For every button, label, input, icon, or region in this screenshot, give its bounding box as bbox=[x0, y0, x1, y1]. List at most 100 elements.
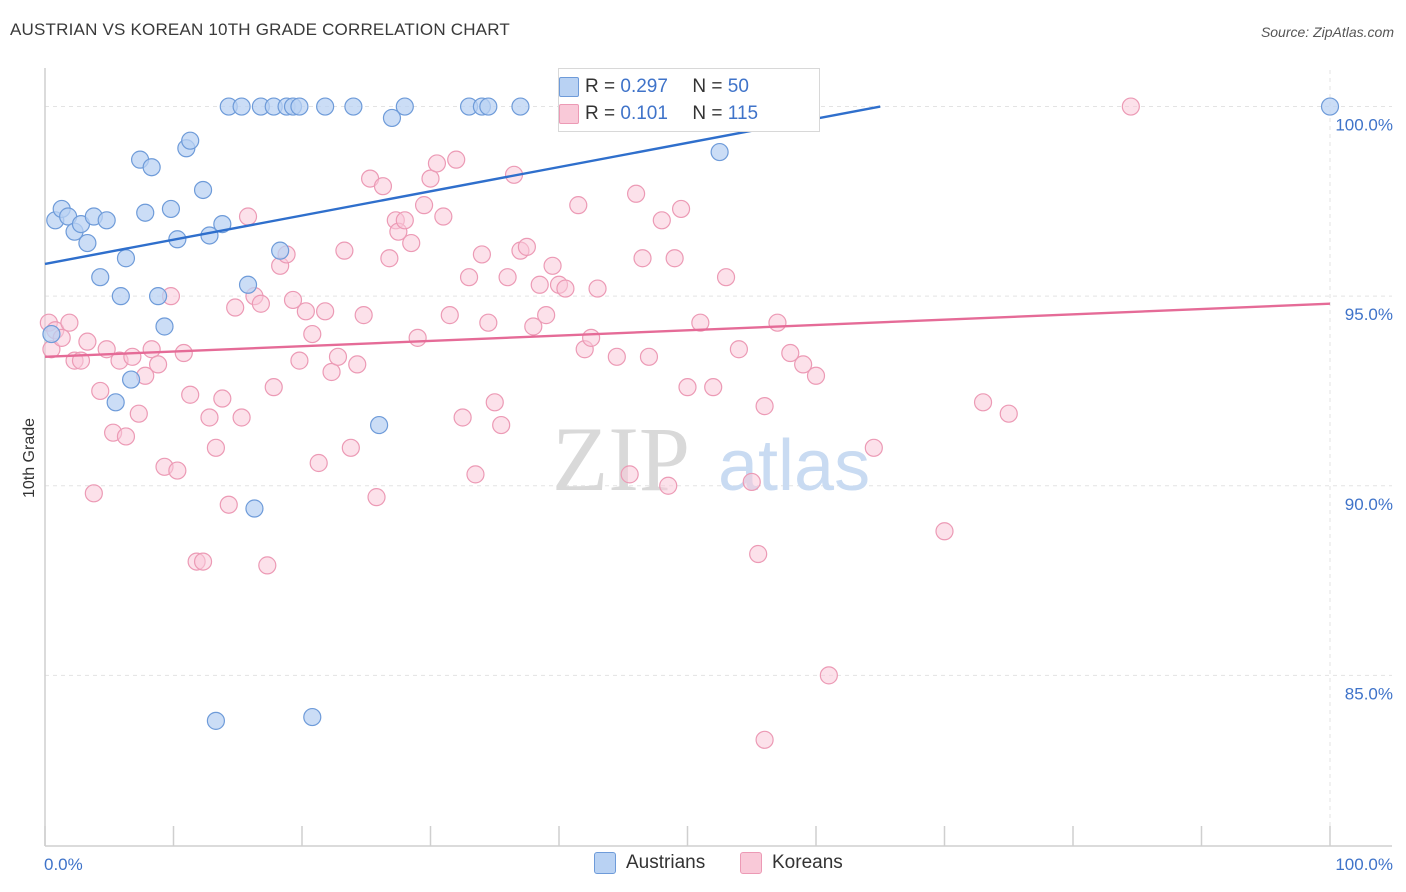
korean-point bbox=[678, 378, 697, 397]
austrians-n-label: N = bbox=[692, 76, 723, 97]
korean-point bbox=[226, 298, 245, 317]
austrian-point bbox=[155, 317, 174, 336]
watermark-atlas: atlas bbox=[718, 426, 870, 506]
korean-point bbox=[193, 552, 213, 571]
korean-point bbox=[328, 347, 348, 366]
korean-point bbox=[498, 268, 517, 287]
x-tick-label: 0.0% bbox=[44, 855, 83, 874]
koreans-swatch bbox=[559, 104, 579, 124]
koreans-legend-label: Koreans bbox=[772, 852, 843, 873]
korean-point bbox=[671, 199, 691, 219]
korean-point bbox=[309, 453, 328, 473]
austrian-point bbox=[193, 180, 213, 200]
korean-point bbox=[620, 465, 639, 484]
austrian-point bbox=[111, 287, 130, 306]
korean-point bbox=[781, 343, 800, 363]
legend-item-austrians[interactable]: Austrians bbox=[594, 852, 705, 874]
austrian-point bbox=[136, 203, 155, 222]
korean-point bbox=[395, 211, 414, 230]
korean-point bbox=[200, 408, 219, 427]
korean-point bbox=[556, 279, 575, 298]
korean-point bbox=[168, 461, 187, 480]
korean-point bbox=[238, 207, 258, 226]
korean-point bbox=[251, 294, 270, 313]
y-axis-title: 10th Grade bbox=[21, 418, 38, 498]
austrian-point bbox=[213, 214, 232, 234]
korean-point bbox=[206, 438, 226, 457]
chart-title: AUSTRIAN VS KOREAN 10TH GRADE CORRELATIO… bbox=[10, 20, 510, 39]
korean-point bbox=[380, 249, 399, 268]
austrians-swatch bbox=[559, 77, 579, 97]
korean-point bbox=[421, 169, 440, 188]
austrian-point bbox=[1320, 97, 1340, 116]
korean-point bbox=[181, 385, 200, 404]
korean-point bbox=[367, 488, 386, 507]
korean-point bbox=[116, 427, 136, 446]
korean-point bbox=[588, 279, 607, 298]
austrian-point bbox=[370, 415, 389, 435]
korean-point bbox=[335, 241, 354, 260]
korean-point bbox=[530, 275, 549, 294]
austrian-point bbox=[303, 707, 322, 727]
austrian-point bbox=[91, 268, 110, 287]
korean-point bbox=[472, 245, 491, 264]
korean-point bbox=[755, 730, 774, 749]
korean-point bbox=[582, 328, 601, 347]
korean-point bbox=[283, 290, 303, 310]
watermark: ZIP atlas bbox=[552, 408, 870, 510]
y-tick-label: 95.0% bbox=[1345, 305, 1393, 324]
korean-point bbox=[129, 404, 148, 423]
austrian-point bbox=[161, 199, 181, 219]
korean-point bbox=[607, 347, 626, 366]
austrian-point bbox=[511, 97, 530, 116]
austrian-point bbox=[142, 158, 161, 177]
korean-point bbox=[354, 306, 373, 325]
korean-point bbox=[348, 355, 367, 374]
austrian-point bbox=[382, 108, 402, 128]
korean-point bbox=[322, 362, 341, 382]
korean-point bbox=[626, 184, 646, 203]
austrian-point bbox=[395, 97, 414, 116]
korean-point bbox=[1121, 97, 1140, 116]
x-tick-label: 100.0% bbox=[1335, 855, 1393, 874]
korean-point bbox=[341, 438, 360, 457]
korean-point bbox=[434, 207, 453, 226]
korean-point bbox=[447, 150, 466, 169]
korean-point bbox=[408, 328, 427, 347]
austrian-point bbox=[710, 142, 729, 162]
austrian-point bbox=[97, 211, 116, 230]
korean-point bbox=[935, 522, 954, 541]
korean-point bbox=[665, 249, 684, 268]
korean-point bbox=[569, 196, 588, 215]
korean-point bbox=[633, 249, 652, 268]
y-tick-label: 100.0% bbox=[1335, 116, 1393, 135]
korean-point bbox=[466, 465, 485, 484]
austrian-point bbox=[238, 275, 258, 294]
korean-point bbox=[232, 408, 251, 427]
austrian-point bbox=[78, 233, 97, 253]
austrian-point bbox=[316, 97, 335, 116]
korean-point bbox=[213, 389, 232, 408]
austrian-point bbox=[290, 97, 309, 116]
korean-point bbox=[303, 324, 322, 344]
korean-point bbox=[543, 256, 562, 275]
series-legend: Austrians Koreans bbox=[0, 850, 1406, 880]
austrians-legend-swatch bbox=[594, 852, 616, 874]
legend-row-austrians: R = 0.297 N = 50 bbox=[559, 74, 749, 100]
korean-point bbox=[704, 378, 723, 397]
legend-item-koreans[interactable]: Koreans bbox=[740, 852, 843, 874]
austrian-point bbox=[344, 97, 363, 116]
koreans-legend-swatch bbox=[740, 852, 762, 874]
korean-point bbox=[148, 355, 168, 374]
koreans-n-label: N = bbox=[692, 103, 723, 124]
tick-labels: 85.0% 90.0% 95.0% 100.0% 0.0% 100.0% bbox=[44, 116, 1393, 874]
austrian-point bbox=[181, 131, 200, 150]
korean-point bbox=[264, 378, 283, 397]
korean-point bbox=[659, 476, 678, 495]
austrians-n-value: 50 bbox=[727, 76, 749, 97]
korean-point bbox=[652, 211, 671, 230]
korean-point bbox=[123, 347, 142, 366]
austrians-trend-line bbox=[44, 105, 881, 266]
korean-point bbox=[639, 347, 659, 366]
